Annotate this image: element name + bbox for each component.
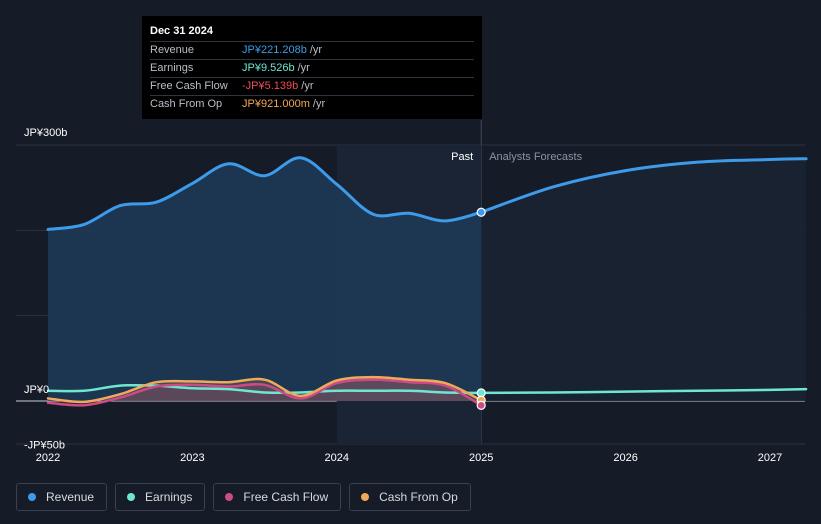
tooltip-row-free-cash-flow: Free Cash Flow -JP¥5.139b /yr: [150, 77, 474, 95]
tooltip-label: Earnings: [150, 62, 194, 74]
tooltip-label: Cash From Op: [150, 98, 223, 110]
legend-label: Free Cash Flow: [243, 490, 329, 504]
revenue-forecast-area-fill: [481, 158, 807, 401]
tooltip-row-earnings: Earnings JP¥9.526b /yr: [150, 59, 474, 77]
x-tick-label: 2023: [180, 452, 204, 464]
past-label: Past: [451, 151, 473, 163]
tooltip-value: JP¥221.208b: [242, 44, 307, 56]
series-markers: [476, 207, 486, 410]
legend-item-earnings[interactable]: Earnings: [115, 483, 206, 511]
x-tick-label: 2027: [758, 452, 782, 464]
revenue-area: [48, 157, 807, 406]
free-cash-flow-dot-icon: [225, 493, 234, 501]
tooltip-label: Free Cash Flow: [150, 80, 228, 92]
earnings-dot-icon: [127, 493, 136, 501]
series-lines: [46, 156, 808, 407]
y-tick-label: JP¥300b: [24, 127, 67, 139]
revenue-area-fill: [48, 157, 482, 401]
free-cash-flow-marker: [476, 400, 486, 410]
tooltip-date: Dec 31 2024: [150, 25, 213, 37]
tooltip-label: Revenue: [150, 44, 195, 56]
earnings-line-past: [46, 383, 483, 395]
y-tick-label: -JP¥50b: [24, 440, 65, 452]
legend-label: Earnings: [145, 490, 193, 504]
legend-item-cash-from-op[interactable]: Cash From Op: [349, 483, 471, 511]
tooltip-value: -JP¥5.139b: [242, 80, 299, 92]
earnings-line-forecast: [479, 387, 808, 395]
legend-label: Cash From Op: [379, 490, 458, 504]
free-cash-flow-line-past: [46, 378, 483, 407]
cash-from-op-dot-icon: [361, 493, 370, 501]
forecast-label: Analysts Forecasts: [489, 151, 582, 163]
cash-from-op-line-past: [46, 375, 483, 404]
tooltip-unit: /yr: [309, 44, 323, 56]
legend-item-revenue[interactable]: Revenue: [16, 483, 108, 511]
tooltip-value: JP¥9.526b: [242, 62, 295, 74]
revenue-dot-icon: [28, 493, 36, 501]
x-tick-label: 2026: [613, 452, 637, 464]
tooltip-row-cash-from-op: Cash From Op JP¥921.000m /yr: [150, 95, 474, 113]
x-tick-label: 2022: [36, 452, 60, 464]
x-tick-label: 2024: [325, 452, 349, 464]
legend-item-free-cash-flow[interactable]: Free Cash Flow: [213, 483, 342, 511]
tooltip-unit: /yr: [297, 62, 310, 74]
revenue-marker: [476, 207, 486, 217]
tooltip-value: JP¥921.000m: [242, 98, 310, 110]
revenue-line-past: [46, 156, 483, 231]
x-tick-label: 2025: [469, 452, 493, 464]
tooltip-row-revenue: Revenue JP¥221.208b /yr: [150, 41, 474, 59]
tooltip-unit: /yr: [301, 80, 314, 92]
legend-label: Revenue: [46, 490, 95, 504]
legend: Revenue Earnings Free Cash Flow Cash Fro…: [16, 483, 471, 511]
revenue-line-forecast: [479, 157, 808, 214]
tooltip-unit: /yr: [312, 98, 326, 110]
tooltip: Dec 31 2024 Revenue JP¥221.208b /yr Earn…: [142, 16, 482, 119]
y-tick-label: JP¥0: [24, 384, 49, 396]
